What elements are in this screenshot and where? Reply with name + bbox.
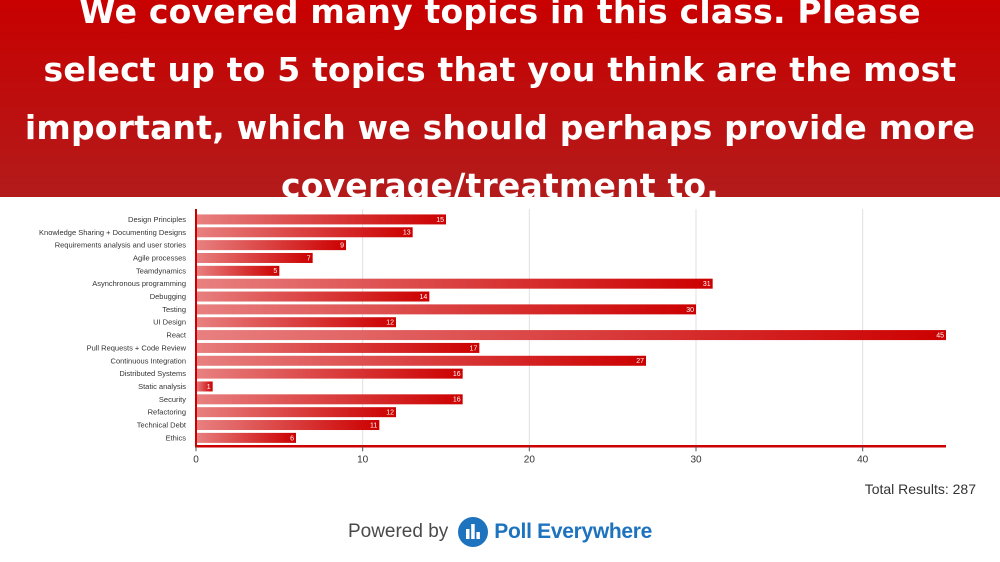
category-label: Technical Debt bbox=[137, 421, 187, 430]
data-label: 13 bbox=[403, 230, 411, 237]
bar bbox=[196, 420, 380, 431]
category-label: Testing bbox=[162, 305, 186, 314]
x-tick-label: 10 bbox=[357, 454, 369, 465]
data-label: 27 bbox=[636, 358, 644, 365]
bar bbox=[196, 368, 463, 379]
x-tick-label: 0 bbox=[193, 454, 199, 465]
total-results: Total Results: 287 bbox=[864, 481, 976, 497]
bar bbox=[196, 330, 946, 341]
category-label: Knowledge Sharing + Documenting Designs bbox=[39, 228, 186, 237]
bar bbox=[196, 214, 446, 225]
poll-everywhere-logo-icon bbox=[458, 517, 489, 547]
bar bbox=[196, 394, 463, 405]
powered-by-footer: Powered by Poll Everywhere bbox=[0, 512, 1000, 552]
data-label: 15 bbox=[436, 217, 444, 224]
data-label: 30 bbox=[686, 307, 694, 314]
data-label: 7 bbox=[307, 255, 311, 262]
category-label: Continuous Integration bbox=[111, 356, 186, 365]
category-label: Asynchronous programming bbox=[92, 279, 186, 288]
question-title: We covered many topics in this class. Pl… bbox=[24, 0, 976, 205]
category-label: Distributed Systems bbox=[119, 369, 186, 378]
category-label: Ethics bbox=[166, 433, 187, 442]
bar bbox=[196, 407, 396, 418]
question-banner: We covered many topics in this class. Pl… bbox=[0, 0, 1000, 205]
category-label: Security bbox=[159, 395, 186, 404]
category-label: Design Principles bbox=[128, 215, 186, 224]
bar bbox=[196, 265, 280, 276]
data-label: 31 bbox=[703, 281, 711, 288]
bar bbox=[196, 342, 480, 353]
x-tick-label: 40 bbox=[857, 454, 869, 465]
category-label: Requirements analysis and user stories bbox=[55, 241, 187, 250]
brand-name: Poll Everywhere bbox=[494, 520, 653, 543]
bar bbox=[196, 291, 430, 302]
category-label: Agile processes bbox=[133, 253, 186, 262]
bar bbox=[196, 381, 213, 392]
category-label: React bbox=[166, 331, 187, 340]
data-label: 12 bbox=[386, 320, 394, 327]
data-label: 11 bbox=[370, 422, 377, 429]
brand-logo[interactable]: Poll Everywhere bbox=[458, 517, 652, 547]
bar bbox=[196, 355, 646, 366]
bar bbox=[196, 227, 413, 238]
category-label: Static analysis bbox=[138, 382, 186, 391]
data-label: 12 bbox=[386, 410, 394, 417]
data-label: 14 bbox=[420, 294, 428, 301]
bar bbox=[196, 304, 696, 315]
category-label: UI Design bbox=[153, 318, 186, 327]
category-label: Refactoring bbox=[148, 408, 186, 417]
data-label: 5 bbox=[273, 268, 277, 275]
x-tick-label: 20 bbox=[524, 454, 536, 465]
data-label: 16 bbox=[453, 397, 461, 404]
category-label: Pull Requests + Code Review bbox=[87, 343, 187, 352]
bar bbox=[196, 240, 346, 251]
powered-by-label: Powered by bbox=[347, 521, 449, 542]
bar bbox=[196, 252, 313, 263]
data-label: 9 bbox=[340, 243, 344, 250]
bar bbox=[196, 317, 396, 328]
category-label: Teamdynamics bbox=[136, 266, 186, 275]
x-tick-label: 30 bbox=[690, 454, 702, 465]
data-label: 1 bbox=[207, 384, 211, 391]
data-label: 6 bbox=[290, 435, 294, 442]
data-label: 16 bbox=[453, 371, 461, 378]
category-label: Debugging bbox=[150, 292, 186, 301]
bar bbox=[196, 278, 713, 289]
data-label: 45 bbox=[936, 332, 944, 339]
data-label: 17 bbox=[470, 345, 478, 352]
bar bbox=[196, 432, 296, 443]
